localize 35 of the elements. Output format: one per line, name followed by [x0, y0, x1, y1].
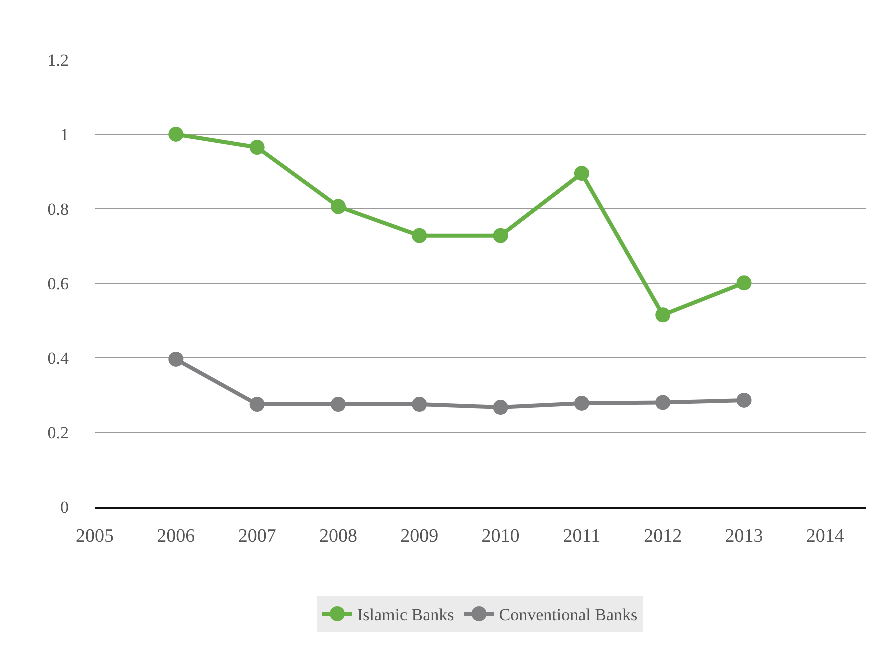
- point: [574, 166, 590, 182]
- point: [493, 228, 508, 244]
- x-tick-label: 2010: [482, 526, 520, 547]
- point: [250, 397, 265, 412]
- y-tick-label: 1.2: [48, 50, 69, 70]
- point: [574, 396, 590, 411]
- point: [330, 397, 346, 412]
- x-tick-label: 2012: [644, 526, 682, 547]
- x-tick-label: 2013: [725, 526, 764, 547]
- legend-label: Conventional Banks: [499, 606, 638, 625]
- point: [736, 276, 752, 291]
- point: [656, 395, 671, 410]
- x-tick-label: 2005: [76, 526, 114, 547]
- y-tick-label: 0.6: [48, 274, 69, 294]
- y-tick-label: 0.2: [48, 423, 69, 442]
- legend-label: Islamic Banks: [358, 606, 454, 625]
- point: [412, 228, 428, 244]
- point: [168, 352, 184, 367]
- point: [656, 308, 671, 323]
- point: [168, 127, 184, 142]
- point: [736, 392, 752, 408]
- y-tick-label: 0.8: [48, 200, 69, 219]
- point: [493, 400, 508, 416]
- y-tick-label: 0.4: [48, 348, 70, 368]
- y-tick-label: 0: [60, 498, 69, 517]
- x-tick-label: 2014: [806, 526, 845, 547]
- point: [330, 199, 346, 214]
- x-tick-label: 2006: [157, 526, 196, 547]
- x-tick-label: 2008: [319, 526, 358, 547]
- point: [412, 397, 428, 412]
- x-tick-label: 2007: [238, 526, 276, 547]
- y-tick-label: 1: [60, 125, 69, 144]
- x-tick-label: 2009: [400, 526, 439, 547]
- x-tick-label: 2011: [563, 526, 601, 547]
- point: [250, 140, 265, 156]
